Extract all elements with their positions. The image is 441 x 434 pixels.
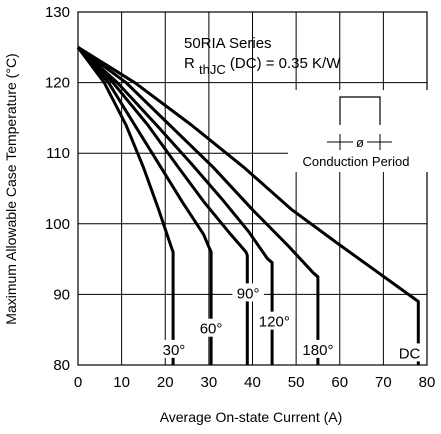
x-tick-label: 10 bbox=[113, 374, 130, 391]
subtitle-suffix: (DC) = 0.35 K/W bbox=[230, 55, 341, 72]
series-label: 30° bbox=[163, 342, 186, 359]
series-label-bg bbox=[297, 339, 338, 358]
series-label: 60° bbox=[200, 321, 223, 338]
plot-frame bbox=[77, 11, 428, 366]
y-tick-labels: 80 90 100 110 120 130 bbox=[45, 4, 70, 374]
y-tick-label: 100 bbox=[45, 216, 70, 233]
series-label-bg bbox=[158, 339, 190, 358]
y-tick-label: 120 bbox=[45, 75, 70, 92]
inset-background bbox=[288, 90, 428, 172]
chart-subtitle: R thJC (DC) = 0.35 K/W bbox=[184, 55, 341, 78]
series-label-bg bbox=[195, 318, 227, 337]
x-tick-label: 30 bbox=[201, 374, 218, 391]
x-axis-title: Average On-state Current (A) bbox=[160, 409, 343, 425]
y-tick-label: 110 bbox=[46, 145, 70, 162]
series-line-5 bbox=[77, 46, 420, 365]
x-tick-label: 20 bbox=[157, 374, 174, 391]
y-tick-label: 80 bbox=[53, 357, 70, 374]
x-tick-label: 80 bbox=[419, 374, 436, 391]
series-label-bg bbox=[254, 311, 295, 330]
chart-title: 50RIA Series bbox=[184, 35, 272, 52]
x-tick-label: 50 bbox=[288, 374, 305, 391]
x-tick-label: 60 bbox=[331, 374, 348, 391]
inset-label: Conduction Period bbox=[303, 154, 410, 169]
series-line-2 bbox=[76, 46, 249, 365]
series-label: 180° bbox=[302, 342, 333, 359]
series-label: 90° bbox=[237, 285, 260, 302]
series-label: DC bbox=[399, 345, 421, 362]
series-label-bg bbox=[398, 343, 422, 362]
series-label-bg bbox=[232, 283, 264, 302]
series-labels: 30° 60° 90° 120° 180° DC bbox=[158, 283, 422, 362]
x-tick-label: 40 bbox=[244, 374, 261, 391]
y-tick-label: 130 bbox=[45, 4, 70, 21]
series-line-1 bbox=[76, 46, 213, 365]
y-tick-label: 90 bbox=[53, 286, 70, 303]
subtitle-prefix: R bbox=[184, 55, 195, 72]
conduction-period-inset: ø Conduction Period bbox=[288, 90, 428, 172]
series-label: 120° bbox=[259, 314, 290, 331]
subtitle-subscript: thJC bbox=[199, 62, 226, 77]
inset-phi-bg bbox=[353, 133, 367, 149]
series-line-3 bbox=[76, 46, 274, 365]
x-tick-label: 0 bbox=[74, 374, 82, 391]
inset-phi-symbol: ø bbox=[356, 135, 364, 150]
series-line-4 bbox=[77, 46, 320, 365]
y-axis-title: Maximum Allowable Case Temperature (°C) bbox=[3, 53, 19, 324]
conduction-pulse-shape bbox=[339, 96, 381, 125]
x-tick-labels: 0 10 20 30 40 50 60 70 80 bbox=[74, 374, 436, 391]
x-tick-label: 70 bbox=[375, 374, 392, 391]
series-line-0 bbox=[76, 46, 175, 365]
series-lines bbox=[76, 46, 420, 365]
